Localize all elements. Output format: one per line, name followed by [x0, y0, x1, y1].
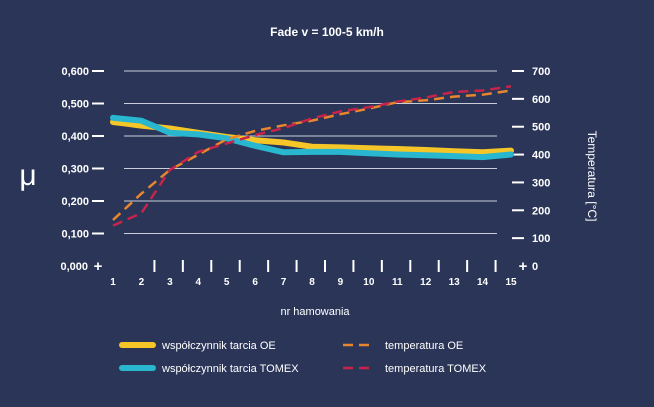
left-axis-ticks: 0,000 0,100 0,200 0,300 0,400 0,500 0,600: [60, 66, 104, 273]
legend-label-oe-temperature: temperatura OE: [385, 340, 463, 352]
x-tick-label: 7: [281, 277, 287, 288]
x-tick-label: 15: [505, 277, 517, 288]
x-tick-label: 12: [420, 277, 432, 288]
series-line-0: [110, 119, 514, 156]
x-tick-label: 14: [477, 277, 489, 288]
legend-label-tomex-friction: współczynnik tarcia TOMEX: [161, 363, 299, 375]
x-tick-label: 9: [338, 277, 344, 288]
series-line-3: [112, 85, 512, 227]
right-tick-label: 100: [532, 233, 550, 245]
left-tick-label: 0,600: [61, 66, 89, 78]
x-tick-label: 1: [110, 277, 116, 288]
legend-label-tomex-temperature: temperatura TOMEX: [385, 363, 487, 375]
x-tick-label: 13: [449, 277, 461, 288]
x-tick-label: 8: [309, 277, 315, 288]
right-tick-label: 200: [532, 205, 550, 217]
series-lines: [110, 85, 514, 227]
axes: + +: [94, 258, 528, 275]
left-axis-label: μ: [19, 159, 36, 192]
x-tick-label: 3: [167, 277, 173, 288]
right-axis-ticks: 0 100 200 300 400 500 600 700: [512, 66, 550, 273]
series-line-2: [112, 89, 512, 221]
right-tick-label: 500: [532, 122, 550, 134]
series-line-1: [110, 114, 514, 161]
x-tick-label: 11: [392, 277, 403, 288]
right-axis-origin-marker: +: [519, 258, 528, 275]
legend-label-oe-friction: współczynnik tarcia OE: [161, 340, 276, 352]
right-axis-label: Temperatura [°C]: [585, 131, 599, 222]
left-tick-label: 0,200: [61, 196, 89, 208]
left-tick-label: 0,000: [60, 261, 88, 273]
left-tick-label: 0,300: [61, 164, 89, 176]
right-tick-label: 0: [532, 261, 538, 273]
left-tick-label: 0,400: [61, 131, 89, 143]
x-tick-label: 6: [252, 277, 258, 288]
legend: współczynnik tarcia OE współczynnik tarc…: [119, 340, 487, 375]
right-tick-label: 700: [532, 66, 550, 78]
x-tick-label: 2: [139, 277, 145, 288]
left-tick-label: 0,100: [61, 229, 89, 241]
chart-title: Fade v = 100-5 km/h: [270, 25, 384, 39]
x-tick-label: 5: [224, 277, 230, 288]
right-tick-label: 400: [532, 150, 550, 162]
left-tick-label: 0,500: [61, 99, 89, 111]
right-tick-label: 300: [532, 177, 550, 189]
x-tick-label: 4: [196, 277, 202, 288]
x-tick-label: 10: [363, 277, 375, 288]
x-axis-label: nr hamowania: [280, 306, 350, 318]
left-axis-origin-marker: +: [94, 258, 103, 275]
right-tick-label: 600: [532, 94, 550, 106]
x-axis-ticks: 1 2 3 4 5 6 7 8 9 10 11 12 13 14 15: [110, 260, 517, 288]
